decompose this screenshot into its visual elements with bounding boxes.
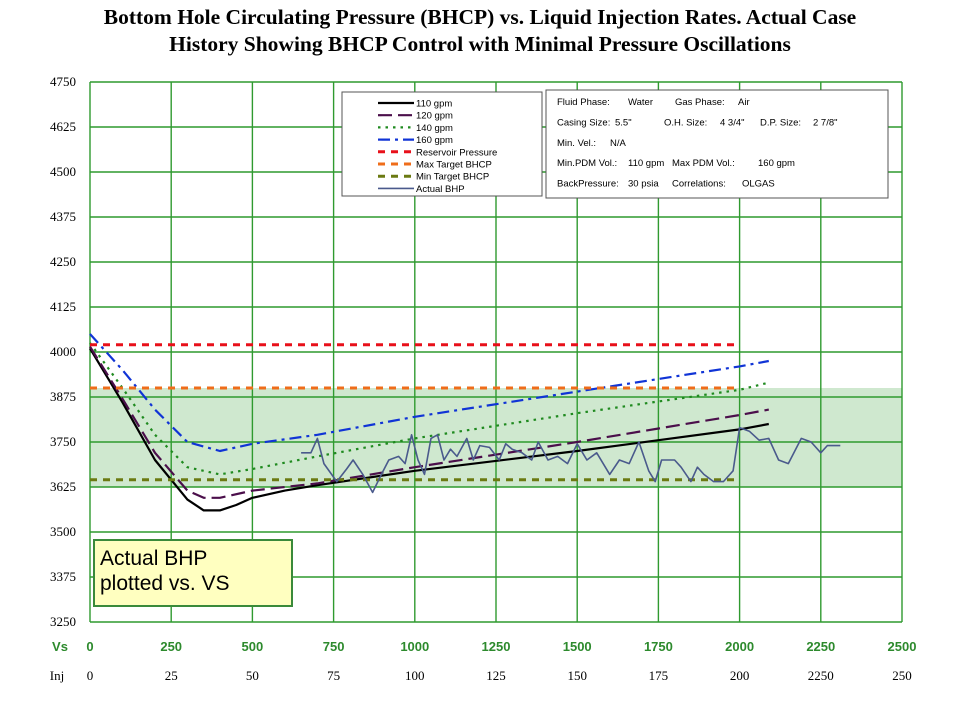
inj-axis-label: Inj: [50, 668, 64, 683]
inj-tick-label: 100: [405, 668, 425, 683]
info-value: OLGAS: [742, 179, 775, 190]
info-label: Max PDM Vol.:: [672, 158, 735, 169]
series-line-120-gpm: [89, 346, 770, 499]
info-label: Correlations:: [672, 179, 726, 190]
chart-title-line-1: Bottom Hole Circulating Pressure (BHCP) …: [103, 5, 857, 29]
series-line-actual-bhp: [301, 426, 841, 494]
y-tick-label: 3500: [50, 524, 76, 539]
info-value: 4 3/4": [720, 117, 745, 128]
info-value: N/A: [610, 138, 627, 149]
legend-label: 160 gpm: [416, 135, 453, 146]
inj-tick-label: 25: [165, 668, 178, 683]
inj-tick-label: 2250: [808, 668, 834, 683]
info-label: O.H. Size:: [664, 117, 707, 128]
vs-axis-label: Vs: [52, 639, 68, 654]
legend-box: [341, 91, 543, 197]
info-value: 5.5": [615, 117, 632, 128]
vs-tick-label: 1500: [563, 639, 592, 654]
y-tick-label: 3625: [50, 479, 76, 494]
inj-tick-label: 0: [87, 668, 94, 683]
info-label: Min.PDM Vol.:: [557, 158, 617, 169]
vs-tick-label: 500: [242, 639, 264, 654]
info-value: 30 psia: [628, 179, 659, 190]
info-label: Casing Size:: [557, 117, 610, 128]
series-line-160-gpm: [89, 333, 770, 453]
inj-tick-label: 50: [246, 668, 259, 683]
info-box: [545, 89, 889, 199]
info-value: Water: [628, 97, 653, 108]
inj-tick-label: 200: [730, 668, 750, 683]
inj-tick-label: 125: [486, 668, 506, 683]
legend-label: 140 gpm: [416, 123, 453, 134]
y-tick-label: 3750: [50, 434, 76, 449]
vs-tick-label: 750: [323, 639, 345, 654]
y-tick-label: 4375: [50, 209, 76, 224]
chart-title-line-2: History Showing BHCP Control with Minima…: [169, 32, 791, 56]
vs-tick-label: 250: [160, 639, 182, 654]
info-label: D.P. Size:: [760, 117, 801, 128]
y-tick-label: 4250: [50, 254, 76, 269]
vs-tick-label: 2250: [806, 639, 835, 654]
info-label: Min. Vel.:: [557, 138, 596, 149]
y-tick-label: 4500: [50, 164, 76, 179]
y-tick-label: 4000: [50, 344, 76, 359]
y-tick-label: 4625: [50, 119, 76, 134]
info-value: Air: [738, 97, 750, 108]
inj-tick-label: 175: [649, 668, 669, 683]
vs-tick-label: 1750: [644, 639, 673, 654]
annotation-line-2: plotted vs. VS: [100, 572, 230, 595]
y-tick-label: 4125: [50, 299, 76, 314]
series-line-110-gpm: [89, 347, 770, 512]
inj-tick-label: 250: [892, 668, 912, 683]
vs-tick-label: 1250: [482, 639, 511, 654]
vs-tick-label: 1000: [400, 639, 429, 654]
y-tick-label: 3375: [50, 569, 76, 584]
annotation-line-1: Actual BHP: [100, 547, 208, 570]
info-value: 110 gpm: [628, 158, 664, 169]
info-value: 160 gpm: [758, 158, 795, 169]
y-tick-label: 4750: [50, 74, 76, 89]
info-label: BackPressure:: [557, 179, 619, 190]
legend-label: Max Target BHCP: [416, 160, 492, 171]
annotation-box: Actual BHP plotted vs. VS: [93, 539, 293, 607]
info-label: Fluid Phase:: [557, 97, 610, 108]
inj-tick-label: 75: [327, 668, 340, 683]
y-tick-label: 3250: [50, 614, 76, 629]
legend-label: Reservoir Pressure: [416, 147, 497, 158]
legend-label: 120 gpm: [416, 111, 453, 122]
legend-label: 110 gpm: [416, 99, 452, 110]
info-value: 2 7/8": [813, 117, 838, 128]
chart-title: Bottom Hole Circulating Pressure (BHCP) …: [0, 4, 960, 58]
legend-label: Actual BHP: [416, 184, 465, 195]
y-tick-label: 3875: [50, 389, 76, 404]
vs-tick-label: 0: [86, 639, 93, 654]
vs-tick-label: 2500: [888, 639, 917, 654]
legend-label: Min Target BHCP: [416, 172, 489, 183]
inj-tick-label: 150: [567, 668, 587, 683]
vs-tick-label: 2000: [725, 639, 754, 654]
info-label: Gas Phase:: [675, 97, 725, 108]
series-line-140-gpm: [89, 342, 770, 476]
